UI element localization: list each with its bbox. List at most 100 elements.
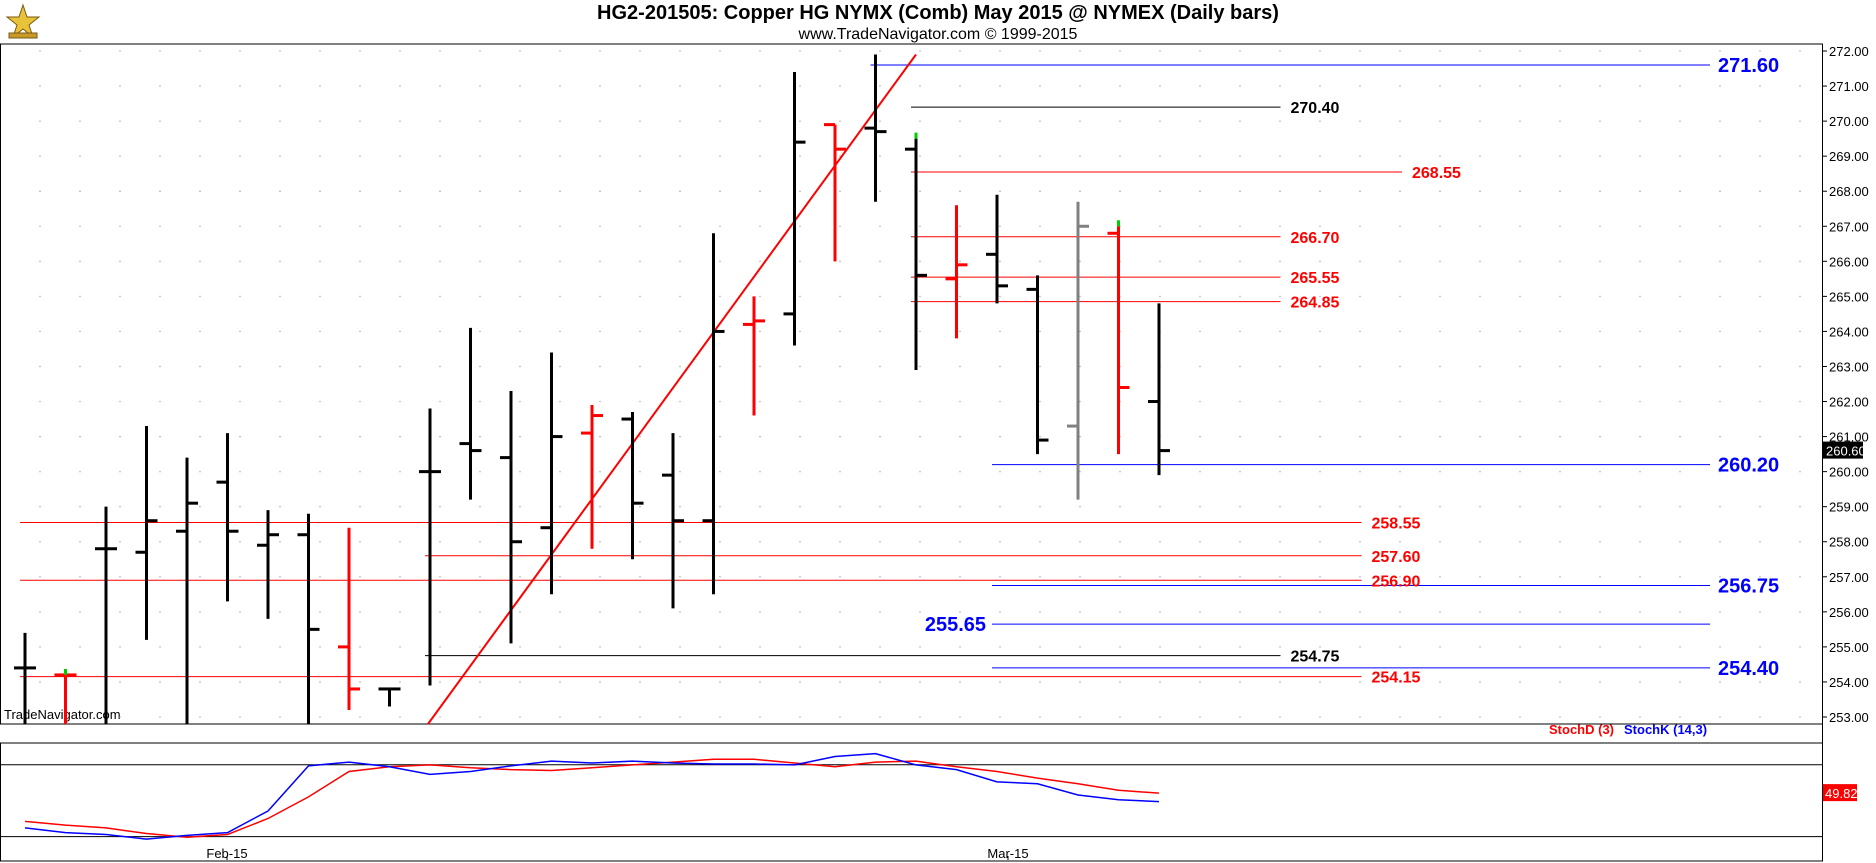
grid-dot	[1759, 50, 1761, 52]
grid-dot	[1239, 611, 1241, 613]
grid-dot	[1399, 120, 1401, 122]
level-labels: 271.60 270.40 268.55 266.70 265.55 264.85 260.…	[925, 55, 1779, 687]
grid-dot	[1199, 575, 1201, 578]
level-label: 256.75	[1718, 576, 1779, 598]
grid-dot	[839, 365, 841, 368]
ohlc-bar	[824, 123, 846, 262]
grid-dot	[1679, 611, 1681, 613]
grid-dot	[479, 575, 481, 578]
grid-dot	[39, 575, 41, 578]
grid-dot	[199, 85, 201, 87]
grid-dot	[279, 85, 281, 87]
grid-dot	[1199, 540, 1201, 543]
grid-dot	[959, 295, 961, 298]
grid-dot	[1399, 155, 1401, 157]
grid-dot	[39, 611, 41, 613]
grid-dot	[1719, 575, 1721, 578]
grid-dot	[1639, 260, 1641, 263]
grid-dot	[919, 716, 921, 718]
grid-dot	[639, 365, 641, 368]
grid-dot	[559, 400, 561, 403]
grid-dot	[1079, 330, 1081, 333]
level-label: 254.75	[1291, 649, 1340, 666]
grid-dot	[239, 681, 241, 683]
grid-dot	[759, 120, 761, 122]
grid-dot	[1079, 365, 1081, 368]
grid-dot	[1159, 295, 1161, 298]
grid-dot	[559, 365, 561, 368]
grid-dot	[799, 190, 801, 193]
grid-dot	[639, 295, 641, 298]
grid-dot	[39, 716, 41, 718]
grid-dot	[1479, 330, 1481, 333]
grid-dot	[1159, 85, 1161, 87]
chart-title: HG2-201505: Copper HG NYMX (Comb) May 20…	[597, 2, 1279, 24]
grid-dot	[319, 295, 321, 298]
grid-dot	[1039, 400, 1041, 403]
grid-dot	[799, 575, 801, 578]
grid-dot	[999, 470, 1001, 473]
grid-dot	[519, 295, 521, 298]
grid-dot	[559, 470, 561, 473]
grid-dot	[1519, 505, 1521, 508]
grid-dot	[879, 716, 881, 718]
grid-dot	[1319, 575, 1321, 578]
grid-dot	[1319, 85, 1321, 87]
grid-dot	[119, 540, 121, 543]
grid-dot	[1039, 646, 1041, 648]
grid-dot	[759, 611, 761, 613]
grid-dot	[159, 646, 161, 648]
grid-dot	[639, 681, 641, 683]
grid-dot	[1519, 190, 1521, 193]
level-label: 264.85	[1291, 295, 1340, 312]
grid-dot	[439, 190, 441, 193]
y-tick-label: 266.00	[1829, 254, 1869, 269]
grid-dot	[1599, 400, 1601, 403]
grid-dot	[239, 50, 241, 52]
grid-dot	[1679, 85, 1681, 87]
grid-dot	[1639, 681, 1641, 683]
y-tick-label: 257.00	[1829, 570, 1869, 585]
grid-dot	[159, 470, 161, 473]
trade-navigator-logo-icon	[3, 3, 43, 43]
grid-dot	[599, 260, 601, 263]
grid-dot	[1599, 505, 1601, 508]
grid-dot	[479, 716, 481, 718]
y-tick-label: 264.00	[1829, 324, 1869, 339]
grid-dot	[359, 85, 361, 87]
grid-dot	[1399, 295, 1401, 298]
grid-dot	[1199, 155, 1201, 157]
grid-dot	[1759, 330, 1761, 333]
grid-dot	[1519, 260, 1521, 263]
grid-dot	[1479, 295, 1481, 298]
grid-dot	[839, 225, 841, 228]
grid-dot	[919, 155, 921, 157]
grid-dot	[1479, 470, 1481, 473]
grid-dot	[439, 400, 441, 403]
grid-dot	[839, 190, 841, 193]
grid-dot	[1759, 155, 1761, 157]
grid-dot	[1599, 540, 1601, 543]
grid-dot	[1799, 190, 1801, 193]
grid-dot	[679, 260, 681, 263]
grid-dot	[1239, 120, 1241, 122]
grid-dot	[639, 155, 641, 157]
grid-dot	[119, 225, 121, 228]
ohlc-bar	[459, 327, 482, 500]
grid-dot	[1359, 85, 1361, 87]
grid-dot	[399, 611, 401, 613]
grid-dot	[1719, 365, 1721, 368]
grid-dot	[1599, 260, 1601, 263]
grid-dot	[1319, 435, 1321, 438]
x-tick-label: Feb-15	[206, 846, 247, 861]
grid-dot	[1159, 120, 1161, 122]
grid-dot	[1479, 50, 1481, 52]
grid-dot	[919, 505, 921, 508]
grid-dot	[839, 50, 841, 52]
grid-dot	[1559, 716, 1561, 718]
grid-dot	[999, 646, 1001, 648]
grid-dot	[999, 400, 1001, 403]
grid-dot	[679, 611, 681, 613]
grid-dot	[399, 575, 401, 578]
